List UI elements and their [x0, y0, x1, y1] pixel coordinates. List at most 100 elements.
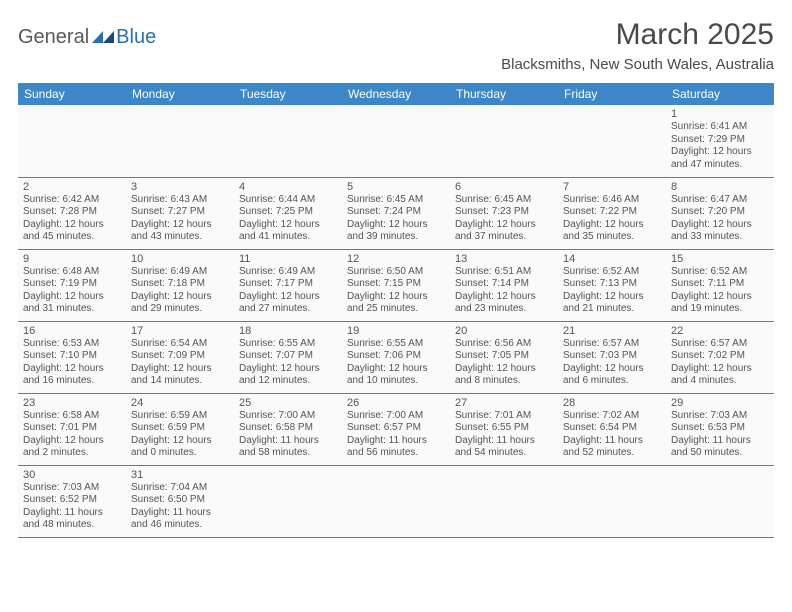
header: General Blue March 2025 Blacksmiths, New…	[18, 18, 774, 73]
day-header-row: Sunday Monday Tuesday Wednesday Thursday…	[18, 83, 774, 105]
calendar-day-cell: 25Sunrise: 7:00 AMSunset: 6:58 PMDayligh…	[234, 393, 342, 465]
day-number: 23	[23, 397, 121, 409]
day-number: 26	[347, 397, 445, 409]
day-info-line: Daylight: 12 hours	[455, 363, 553, 376]
day-info-line: Daylight: 11 hours	[347, 435, 445, 448]
day-number: 29	[671, 397, 769, 409]
day-info-line: Sunset: 7:01 PM	[23, 422, 121, 435]
day-info-line: Daylight: 12 hours	[671, 291, 769, 304]
day-info-line: and 54 minutes.	[455, 447, 553, 460]
calendar-day-cell: 16Sunrise: 6:53 AMSunset: 7:10 PMDayligh…	[18, 321, 126, 393]
day-info-line: Daylight: 12 hours	[671, 363, 769, 376]
day-number: 2	[23, 181, 121, 193]
day-info-line: Daylight: 12 hours	[131, 219, 229, 232]
day-info-line: and 47 minutes.	[671, 159, 769, 172]
month-title: March 2025	[501, 18, 774, 52]
day-info-line: Daylight: 11 hours	[671, 435, 769, 448]
day-info-line: Daylight: 12 hours	[347, 363, 445, 376]
day-info-line: Sunset: 7:27 PM	[131, 206, 229, 219]
calendar-day-cell: 3Sunrise: 6:43 AMSunset: 7:27 PMDaylight…	[126, 177, 234, 249]
day-info-line: Sunset: 7:15 PM	[347, 278, 445, 291]
calendar-day-cell: 21Sunrise: 6:57 AMSunset: 7:03 PMDayligh…	[558, 321, 666, 393]
day-number: 11	[239, 253, 337, 265]
day-number: 4	[239, 181, 337, 193]
day-info-line: Sunset: 7:18 PM	[131, 278, 229, 291]
day-info-line: and 43 minutes.	[131, 231, 229, 244]
calendar-day-cell	[18, 105, 126, 177]
day-info-line: Sunrise: 6:53 AM	[23, 338, 121, 351]
day-info-line: Sunset: 7:24 PM	[347, 206, 445, 219]
day-header: Saturday	[666, 83, 774, 105]
day-info-line: Daylight: 12 hours	[671, 219, 769, 232]
day-info-line: Daylight: 12 hours	[23, 219, 121, 232]
day-info-line: Sunset: 7:14 PM	[455, 278, 553, 291]
day-number: 17	[131, 325, 229, 337]
day-info-line: Sunset: 7:10 PM	[23, 350, 121, 363]
day-info-line: Sunrise: 6:58 AM	[23, 410, 121, 423]
day-info-line: Daylight: 12 hours	[23, 435, 121, 448]
day-info-line: and 27 minutes.	[239, 303, 337, 316]
day-info-line: Sunrise: 6:52 AM	[563, 266, 661, 279]
day-number: 18	[239, 325, 337, 337]
day-info-line: Sunrise: 6:44 AM	[239, 194, 337, 207]
day-number: 5	[347, 181, 445, 193]
calendar-day-cell: 23Sunrise: 6:58 AMSunset: 7:01 PMDayligh…	[18, 393, 126, 465]
day-info-line: Daylight: 11 hours	[563, 435, 661, 448]
day-info-line: Sunset: 6:53 PM	[671, 422, 769, 435]
calendar-day-cell: 13Sunrise: 6:51 AMSunset: 7:14 PMDayligh…	[450, 249, 558, 321]
day-info-line: Daylight: 12 hours	[131, 363, 229, 376]
day-header: Thursday	[450, 83, 558, 105]
day-info-line: Daylight: 12 hours	[671, 146, 769, 159]
day-number: 31	[131, 469, 229, 481]
day-info-line: Sunrise: 6:52 AM	[671, 266, 769, 279]
day-info-line: Sunset: 7:23 PM	[455, 206, 553, 219]
day-info-line: Sunset: 6:50 PM	[131, 494, 229, 507]
day-info-line: Daylight: 12 hours	[239, 291, 337, 304]
calendar-week-row: 23Sunrise: 6:58 AMSunset: 7:01 PMDayligh…	[18, 393, 774, 465]
day-number: 3	[131, 181, 229, 193]
day-info-line: Sunset: 7:28 PM	[23, 206, 121, 219]
day-info-line: and 0 minutes.	[131, 447, 229, 460]
day-info-line: Daylight: 12 hours	[23, 363, 121, 376]
day-info-line: Sunrise: 6:55 AM	[347, 338, 445, 351]
day-info-line: Sunrise: 7:00 AM	[347, 410, 445, 423]
calendar-day-cell: 1Sunrise: 6:41 AMSunset: 7:29 PMDaylight…	[666, 105, 774, 177]
day-info-line: Sunrise: 7:01 AM	[455, 410, 553, 423]
calendar-day-cell	[234, 105, 342, 177]
day-info-line: Sunset: 7:22 PM	[563, 206, 661, 219]
day-info-line: and 12 minutes.	[239, 375, 337, 388]
day-info-line: and 45 minutes.	[23, 231, 121, 244]
day-info-line: and 31 minutes.	[23, 303, 121, 316]
logo-text-general: General	[18, 26, 89, 49]
calendar-week-row: 30Sunrise: 7:03 AMSunset: 6:52 PMDayligh…	[18, 465, 774, 537]
day-info-line: and 29 minutes.	[131, 303, 229, 316]
day-number: 14	[563, 253, 661, 265]
day-info-line: Daylight: 12 hours	[23, 291, 121, 304]
day-info-line: Sunset: 7:07 PM	[239, 350, 337, 363]
day-info-line: Daylight: 12 hours	[347, 291, 445, 304]
day-number: 12	[347, 253, 445, 265]
day-info-line: and 58 minutes.	[239, 447, 337, 460]
logo-text-blue: Blue	[116, 26, 156, 49]
day-number: 21	[563, 325, 661, 337]
day-info-line: and 6 minutes.	[563, 375, 661, 388]
day-header: Tuesday	[234, 83, 342, 105]
calendar-day-cell: 24Sunrise: 6:59 AMSunset: 6:59 PMDayligh…	[126, 393, 234, 465]
day-number: 1	[671, 108, 769, 120]
calendar-day-cell: 12Sunrise: 6:50 AMSunset: 7:15 PMDayligh…	[342, 249, 450, 321]
day-info-line: Daylight: 12 hours	[563, 363, 661, 376]
day-info-line: Daylight: 12 hours	[563, 291, 661, 304]
calendar-day-cell: 30Sunrise: 7:03 AMSunset: 6:52 PMDayligh…	[18, 465, 126, 537]
calendar-day-cell: 8Sunrise: 6:47 AMSunset: 7:20 PMDaylight…	[666, 177, 774, 249]
day-number: 28	[563, 397, 661, 409]
day-info-line: and 23 minutes.	[455, 303, 553, 316]
day-info-line: Sunrise: 6:41 AM	[671, 121, 769, 134]
day-info-line: and 50 minutes.	[671, 447, 769, 460]
day-info-line: Sunrise: 6:48 AM	[23, 266, 121, 279]
day-header: Sunday	[18, 83, 126, 105]
day-info-line: Sunrise: 6:42 AM	[23, 194, 121, 207]
day-info-line: and 4 minutes.	[671, 375, 769, 388]
day-info-line: Sunset: 7:29 PM	[671, 134, 769, 147]
day-number: 16	[23, 325, 121, 337]
calendar-day-cell: 5Sunrise: 6:45 AMSunset: 7:24 PMDaylight…	[342, 177, 450, 249]
